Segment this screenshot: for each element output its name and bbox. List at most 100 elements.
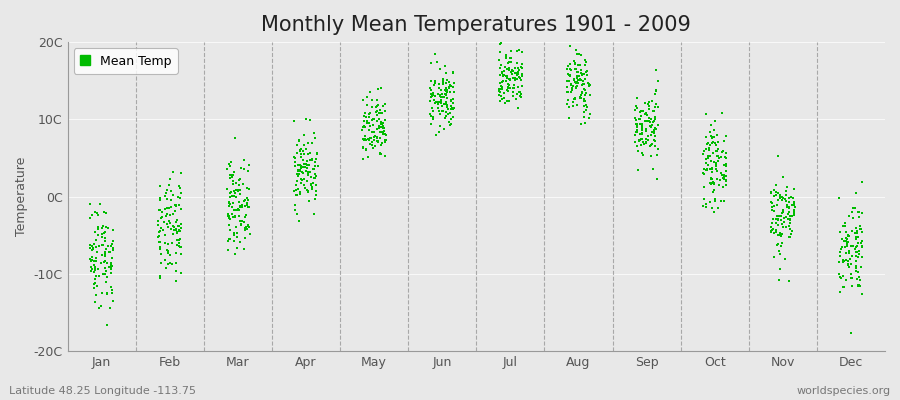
Point — [222, 215, 237, 222]
Point — [652, 78, 666, 84]
Point — [506, 92, 520, 99]
Point — [849, 234, 863, 240]
Point — [366, 128, 381, 135]
Point — [88, 299, 103, 306]
Point — [850, 234, 864, 240]
Point — [359, 146, 374, 152]
Point — [426, 91, 440, 98]
Point — [705, 166, 719, 173]
Point — [646, 127, 661, 134]
Point — [705, 164, 719, 171]
Point — [365, 138, 380, 145]
Point — [511, 71, 526, 78]
Point — [158, 257, 172, 263]
Point — [705, 176, 719, 182]
Point — [770, 217, 785, 224]
Point — [702, 146, 716, 152]
Point — [288, 162, 302, 169]
Point — [424, 121, 438, 127]
Point — [222, 174, 237, 181]
Point — [514, 91, 528, 97]
Point — [639, 128, 653, 134]
Point — [169, 219, 184, 225]
Point — [771, 232, 786, 238]
Point — [310, 163, 325, 169]
Point — [839, 228, 853, 235]
Point — [562, 97, 576, 104]
Point — [230, 187, 245, 194]
Point — [580, 80, 595, 86]
Point — [509, 60, 524, 66]
Point — [562, 115, 576, 121]
Point — [849, 230, 863, 236]
Point — [497, 68, 511, 74]
Point — [644, 152, 658, 159]
Point — [237, 198, 251, 204]
Point — [651, 104, 665, 110]
Point — [578, 120, 592, 126]
Point — [233, 165, 248, 171]
Point — [512, 74, 526, 80]
Point — [563, 81, 578, 87]
Point — [295, 157, 310, 163]
Point — [503, 59, 517, 66]
Point — [293, 146, 308, 152]
Point — [83, 242, 97, 248]
Point — [502, 82, 517, 89]
Point — [708, 160, 723, 167]
Point — [784, 230, 798, 237]
Point — [226, 214, 240, 220]
Point — [374, 106, 388, 113]
Point — [440, 104, 454, 110]
Point — [632, 138, 646, 144]
Point — [839, 250, 853, 256]
Point — [362, 126, 376, 133]
Point — [98, 229, 112, 236]
Point — [837, 223, 851, 229]
Point — [222, 200, 237, 206]
Point — [702, 145, 716, 151]
Point — [152, 238, 166, 245]
Point — [772, 251, 787, 258]
Point — [378, 137, 392, 144]
Point — [158, 219, 172, 226]
Point — [229, 224, 243, 231]
Point — [582, 83, 597, 89]
Point — [642, 118, 656, 124]
Point — [572, 51, 586, 57]
Point — [779, 188, 794, 195]
Point — [356, 113, 371, 119]
Point — [634, 136, 649, 142]
Point — [580, 72, 594, 78]
Point — [704, 157, 718, 164]
Point — [849, 258, 863, 265]
Point — [85, 243, 99, 249]
Point — [772, 230, 787, 236]
Point — [765, 207, 779, 214]
Point — [506, 68, 520, 74]
Point — [241, 168, 256, 174]
Point — [832, 259, 846, 265]
Point — [706, 150, 720, 156]
Point — [428, 51, 443, 58]
Point — [778, 256, 792, 262]
Point — [850, 228, 865, 235]
Point — [788, 204, 802, 211]
Point — [837, 258, 851, 264]
Point — [846, 243, 860, 249]
Point — [764, 228, 778, 234]
Point — [84, 264, 98, 270]
Point — [851, 248, 866, 254]
Point — [572, 73, 586, 79]
Point — [170, 217, 184, 224]
Point — [699, 134, 714, 140]
Point — [304, 182, 319, 188]
Point — [104, 261, 119, 267]
Point — [434, 98, 448, 104]
Point — [832, 195, 847, 201]
Point — [163, 212, 177, 218]
Point — [573, 70, 588, 76]
Point — [778, 192, 793, 198]
Point — [91, 226, 105, 232]
Point — [844, 270, 859, 277]
